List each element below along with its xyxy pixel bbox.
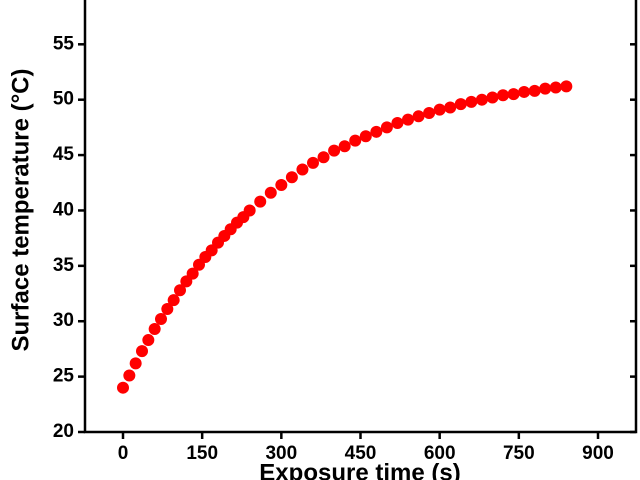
data-point xyxy=(518,85,531,98)
data-point xyxy=(264,186,277,199)
data-point xyxy=(254,195,267,208)
data-point xyxy=(161,303,174,316)
y-tick-label: 35 xyxy=(53,255,75,276)
data-point xyxy=(129,357,142,370)
data-point xyxy=(454,98,467,111)
data-point xyxy=(285,171,298,184)
data-point xyxy=(391,116,404,129)
data-point xyxy=(423,106,436,119)
data-point xyxy=(507,88,520,101)
data-point xyxy=(148,322,161,335)
y-tick-label: 50 xyxy=(53,89,74,110)
data-point xyxy=(275,178,288,191)
data-point xyxy=(402,113,414,126)
y-tick-label: 25 xyxy=(53,366,75,387)
data-point xyxy=(433,103,446,116)
data-point xyxy=(475,93,488,106)
data-point xyxy=(359,130,372,143)
data-point xyxy=(142,334,155,347)
data-point xyxy=(412,110,425,123)
data-point xyxy=(497,89,509,102)
data-point xyxy=(370,125,383,138)
x-tick-label: 900 xyxy=(582,443,614,464)
data-point xyxy=(528,84,541,97)
data-point xyxy=(174,284,186,297)
data-point xyxy=(338,140,351,153)
data-point xyxy=(123,369,136,382)
data-point xyxy=(296,163,309,176)
y-tick-label: 30 xyxy=(53,310,74,331)
data-point xyxy=(486,91,499,104)
data-point xyxy=(328,144,341,157)
data-point xyxy=(380,121,393,134)
x-tick-label: 750 xyxy=(503,443,535,464)
data-point xyxy=(444,101,457,114)
data-point xyxy=(307,156,319,169)
data-point xyxy=(167,294,180,307)
data-point xyxy=(117,381,129,394)
y-tick-label: 45 xyxy=(53,144,75,165)
y-axis-title: Surface temperature (°C) xyxy=(7,68,34,351)
x-tick-label: 450 xyxy=(345,443,377,464)
data-point xyxy=(155,313,167,326)
data-point xyxy=(349,134,362,147)
x-tick-label: 300 xyxy=(265,443,297,464)
data-point xyxy=(549,81,562,94)
y-tick-label: 40 xyxy=(53,199,74,220)
x-tick-label: 600 xyxy=(424,443,456,464)
data-point xyxy=(186,267,199,280)
x-tick-label: 0 xyxy=(118,443,129,464)
data-point xyxy=(317,151,330,164)
data-point xyxy=(243,204,256,217)
x-axis-title: Exposure time (s) xyxy=(259,459,460,480)
data-point xyxy=(136,345,148,358)
plot-frame xyxy=(83,0,638,434)
x-tick-label: 150 xyxy=(186,443,218,464)
data-point xyxy=(539,82,552,95)
data-point xyxy=(465,95,478,108)
data-point xyxy=(560,80,573,93)
y-tick-label: 20 xyxy=(53,421,74,442)
y-tick-label: 55 xyxy=(53,33,75,54)
